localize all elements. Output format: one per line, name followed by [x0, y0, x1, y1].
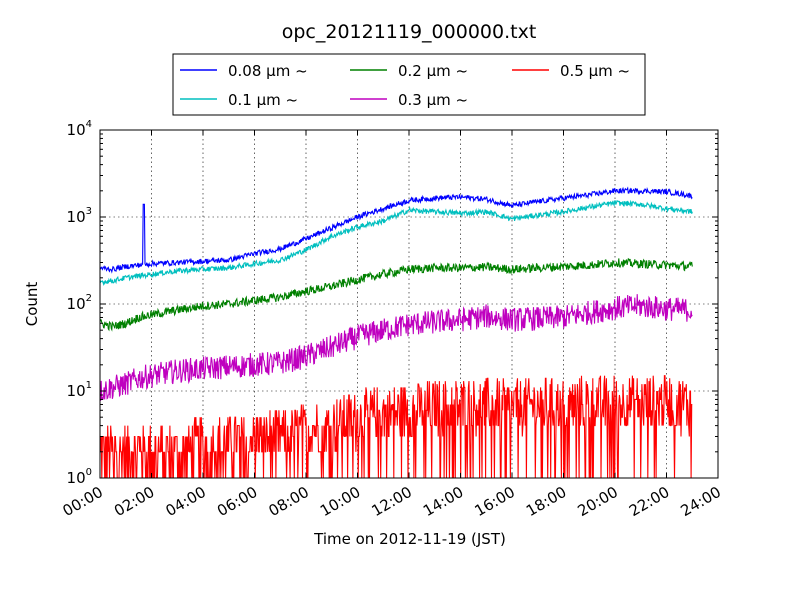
y-tick-exponent: 0: [86, 467, 92, 478]
legend-box: [172, 53, 646, 116]
y-tick-label: 103: [67, 206, 92, 226]
y-tick-label: 104: [67, 119, 92, 139]
legend-label: 0.3 μm ~: [398, 91, 468, 109]
y-tick-base: 10: [67, 121, 86, 139]
legend-label: 0.1 μm ~: [228, 91, 298, 109]
y-tick-exponent: 2: [86, 293, 92, 304]
legend-label: 0.08 μm ~: [228, 62, 308, 80]
chart-title: opc_20121119_000000.txt: [282, 21, 537, 43]
series-line: [99, 199, 693, 287]
y-tick-exponent: 1: [86, 380, 92, 391]
y-axis-label: Count: [23, 282, 41, 327]
series-line: [99, 186, 693, 274]
x-axis-label: Time on 2012-11-19 (JST): [313, 530, 506, 548]
data-series-group: [99, 186, 693, 479]
y-tick-base: 10: [67, 469, 86, 487]
legend-label: 0.5 μm ~: [560, 62, 630, 80]
series-line: [99, 375, 693, 479]
axis-ticks: [99, 129, 719, 479]
y-tick-label: 102: [67, 293, 92, 313]
y-tick-base: 10: [67, 295, 86, 313]
y-tick-label: 101: [67, 380, 92, 400]
y-tick-base: 10: [67, 208, 86, 226]
y-tick-exponent: 3: [86, 206, 92, 217]
series-line: [99, 294, 693, 401]
legend: 0.08 μm ~ 0.1 μm ~ 0.2 μm ~ 0.3 μm ~ 0.5 μm …: [172, 53, 646, 116]
y-tick-base: 10: [67, 382, 86, 400]
y-tick-label: 100: [67, 467, 92, 487]
series-line: [99, 257, 693, 332]
legend-label: 0.2 μm ~: [398, 62, 468, 80]
y-tick-exponent: 4: [86, 119, 92, 130]
